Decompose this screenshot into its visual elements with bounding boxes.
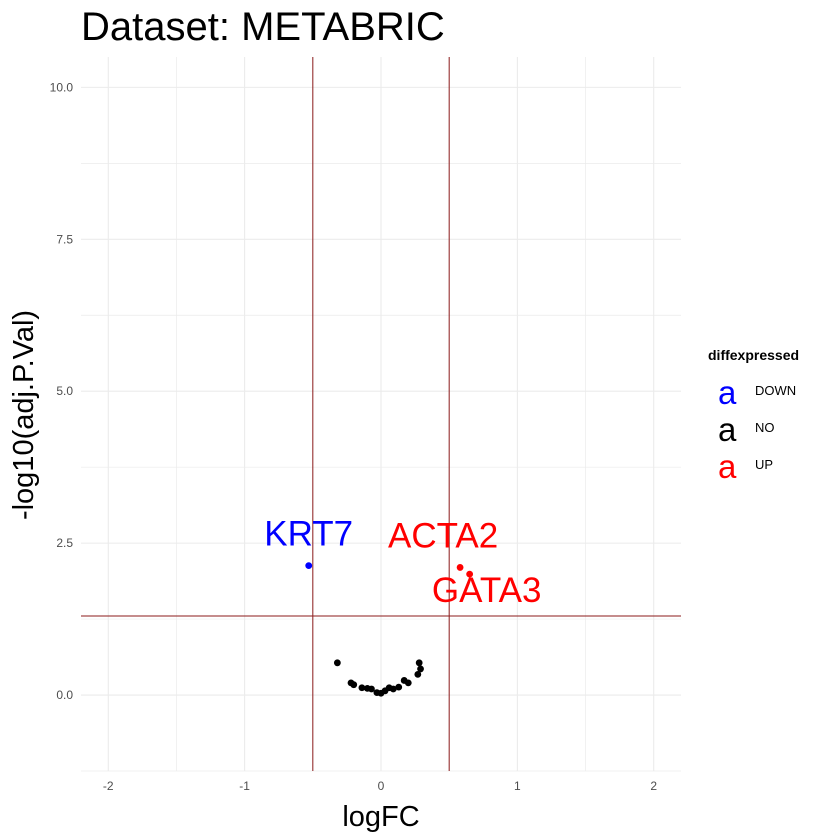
y-tick-label: 5.0 <box>56 384 73 398</box>
y-tick-label: 0.0 <box>56 688 73 702</box>
point-down <box>305 562 313 570</box>
data-points <box>305 562 474 697</box>
x-tick-label: -1 <box>239 779 250 793</box>
x-tick-label: 0 <box>378 779 385 793</box>
gene-label-krt7: KRT7 <box>264 515 353 554</box>
x-axis-ticks: -2 -1 0 1 2 <box>103 779 657 793</box>
y-tick-label: 7.5 <box>56 232 73 246</box>
point-up <box>466 570 474 578</box>
point-no <box>404 679 412 687</box>
legend-title: diffexpressed <box>708 347 799 363</box>
legend-label-down: DOWN <box>755 383 796 398</box>
point-no <box>333 659 341 667</box>
legend-key-down: a <box>718 374 737 411</box>
y-tick-label: 2.5 <box>56 536 73 550</box>
point-no <box>414 670 422 678</box>
gene-label-acta2: ACTA2 <box>388 516 498 555</box>
point-no <box>368 685 375 693</box>
y-axis-title: -log10(adj.P.Val) <box>8 310 40 520</box>
legend-label-up: UP <box>755 457 773 472</box>
threshold-lines <box>81 57 681 771</box>
point-no <box>415 659 423 667</box>
legend-label-no: NO <box>755 420 775 435</box>
legend-key-up: a <box>718 448 737 485</box>
x-axis-title: logFC <box>342 801 419 833</box>
point-up <box>456 564 464 571</box>
point-no <box>350 681 358 689</box>
point-no <box>417 665 424 673</box>
point-no <box>358 684 366 692</box>
gene-labels: KRT7 ACTA2 GATA3 <box>264 515 541 611</box>
chart-title: Dataset: METABRIC <box>81 5 445 49</box>
x-tick-label: -2 <box>103 779 114 793</box>
legend: diffexpressed a DOWN a NO a UP <box>708 347 799 485</box>
x-tick-label: 2 <box>650 779 657 793</box>
point-no <box>395 683 403 691</box>
y-tick-label: 10.0 <box>50 80 74 94</box>
point-no <box>389 685 397 693</box>
gene-label-gata3: GATA3 <box>432 571 542 610</box>
legend-key-no: a <box>718 411 737 448</box>
grid <box>81 57 681 772</box>
y-axis-ticks: 0.0 2.5 5.0 7.5 10.0 <box>50 80 74 702</box>
x-tick-label: 1 <box>514 779 521 793</box>
